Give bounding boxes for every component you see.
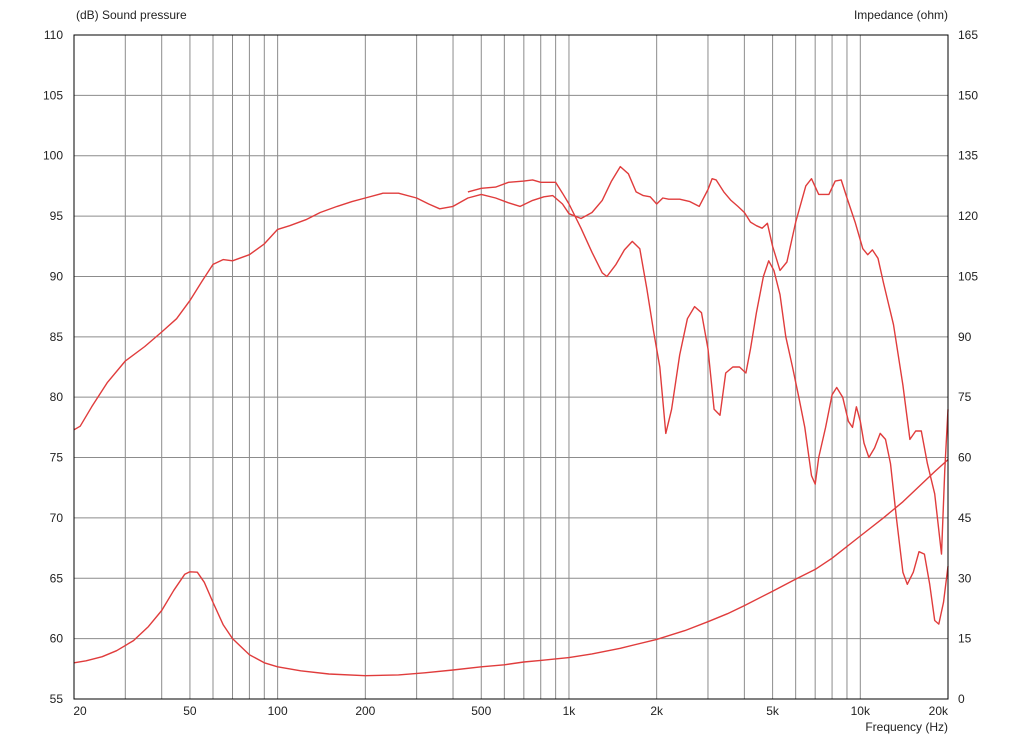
- data-series: [73, 165, 949, 677]
- x-axis-ticks: 20 50 100 200 500 1k 2k 5k 10k 20k: [73, 704, 949, 718]
- right-tick-label: 150: [958, 88, 978, 102]
- right-tick-label: 15: [958, 632, 972, 646]
- left-tick-label: 55: [50, 692, 64, 706]
- right-tick-label: 120: [958, 209, 978, 223]
- x-tick-label: 500: [471, 704, 491, 718]
- right-tick-label: 75: [958, 390, 972, 404]
- plot-frame: [73, 34, 949, 700]
- left-tick-label: 90: [50, 269, 64, 283]
- x-tick-label: 5k: [766, 704, 780, 718]
- left-tick-label: 105: [43, 88, 63, 102]
- x-tick-label: 10k: [851, 704, 871, 718]
- right-tick-label: 60: [958, 451, 972, 465]
- left-tick-label: 75: [50, 451, 64, 465]
- left-tick-label: 65: [50, 571, 64, 585]
- left-tick-label: 80: [50, 390, 64, 404]
- spl-curve-secondary: [467, 179, 949, 625]
- right-axis-ticks: 0 15 30 45 60 75 90 105 120 135 150 165: [958, 28, 978, 706]
- left-tick-label: 70: [50, 511, 64, 525]
- right-tick-label: 45: [958, 511, 972, 525]
- x-tick-label: 50: [183, 704, 197, 718]
- right-tick-label: 30: [958, 571, 972, 585]
- right-tick-label: 0: [958, 692, 965, 706]
- x-tick-label: 2k: [650, 704, 664, 718]
- x-tick-label: 200: [355, 704, 375, 718]
- left-tick-label: 60: [50, 632, 64, 646]
- x-tick-label: 20k: [929, 704, 949, 718]
- spl-curve-primary: [73, 165, 949, 555]
- left-axis-ticks: 55 60 65 70 75 80 85 90 95 100 105 110: [43, 28, 63, 706]
- right-tick-label: 135: [958, 149, 978, 163]
- right-tick-label: 90: [958, 330, 972, 344]
- impedance-curve: [73, 459, 949, 677]
- left-tick-label: 100: [43, 149, 63, 163]
- left-axis-label: (dB) Sound pressure: [76, 8, 187, 22]
- left-tick-label: 85: [50, 330, 64, 344]
- left-tick-label: 95: [50, 209, 64, 223]
- x-tick-label: 1k: [563, 704, 577, 718]
- left-tick-label: 110: [44, 28, 63, 42]
- right-tick-label: 105: [958, 269, 978, 283]
- x-tick-label: 20: [73, 704, 87, 718]
- right-axis-label: Impedance (ohm): [854, 8, 948, 22]
- right-tick-label: 165: [958, 28, 978, 42]
- x-tick-label: 100: [268, 704, 288, 718]
- x-axis-label: Frequency (Hz): [865, 720, 948, 734]
